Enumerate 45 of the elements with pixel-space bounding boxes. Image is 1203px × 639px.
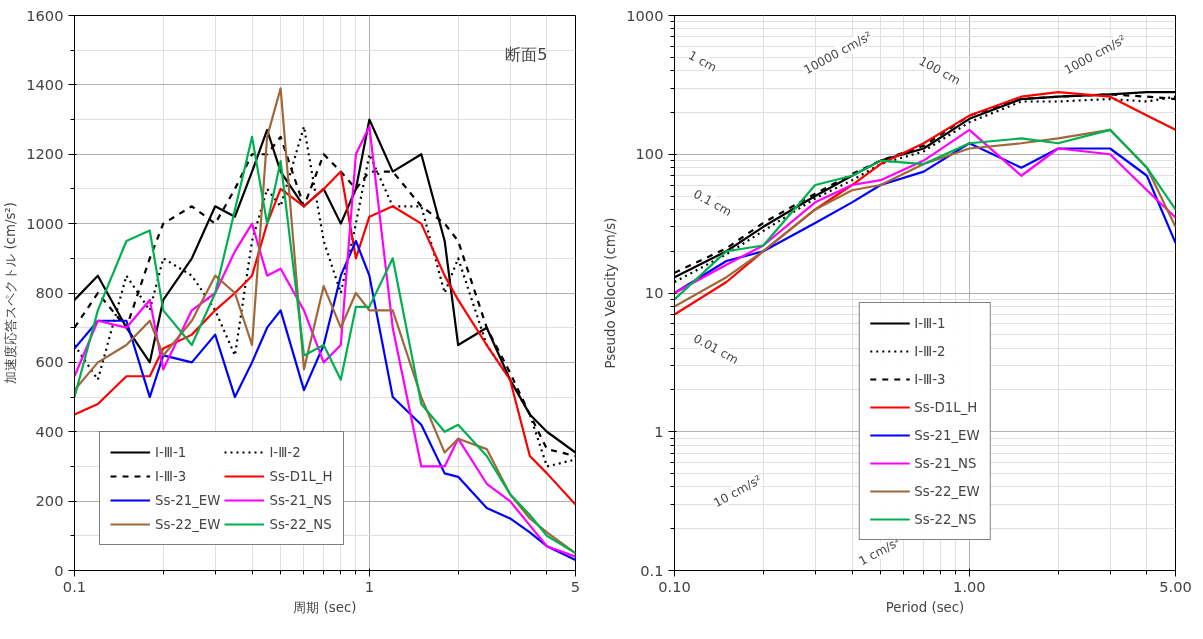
y-axis-title: Pseudo Velocity (cm/s): [603, 217, 619, 369]
legend-label: Ⅰ-Ⅲ-3: [155, 468, 187, 484]
legend-label: Ss-D1L_H: [269, 468, 333, 484]
y-tick-label: 1200: [26, 145, 64, 163]
y-tick-label: 1: [654, 422, 664, 440]
y-tick-label: 1000: [26, 214, 64, 232]
x-axis-title: 周期 (sec): [293, 599, 357, 615]
y-tick-label: 1600: [26, 6, 64, 24]
y-tick-label: 600: [35, 353, 64, 371]
x-tick-label: 1: [364, 577, 375, 595]
y-tick-label: 100: [635, 145, 664, 163]
x-axis-title: Period (sec): [885, 599, 965, 615]
x-tick-label: 0.1: [62, 577, 87, 595]
legend-label: Ss-21_NS: [914, 455, 977, 471]
x-tick-label: 5.00: [1159, 577, 1192, 595]
y-tick-label: 400: [35, 422, 64, 440]
legend-label: Ss-22_EW: [914, 483, 980, 499]
legend-label: Ss-22_NS: [269, 516, 332, 532]
y-tick-label: 200: [35, 492, 64, 510]
legend-label: Ⅰ-Ⅲ-2: [269, 444, 301, 460]
legend-label: Ⅰ-Ⅲ-1: [914, 315, 946, 331]
y-tick-label: 1400: [26, 75, 64, 93]
x-tick-label: 1.00: [953, 577, 986, 595]
annotation: 1 cm: [686, 48, 719, 75]
y-axis-title: 加速度応答スペクトル (cm/s²): [3, 202, 19, 384]
legend-label: Ⅰ-Ⅲ-3: [914, 371, 946, 387]
y-tick-label: 1000: [626, 6, 664, 24]
annotation: 100 cm: [916, 53, 963, 88]
y-tick-label: 800: [35, 284, 64, 301]
x-tick-label: 5: [570, 577, 581, 595]
y-tick-label: 0: [54, 561, 64, 579]
annotation: 0.01 cm: [691, 331, 741, 367]
legend-label: Ⅰ-Ⅲ-2: [914, 343, 946, 359]
legend-label: Ss-22_NS: [914, 511, 977, 527]
legend-label: Ⅰ-Ⅲ-1: [155, 444, 187, 460]
legend-label: Ss-21_EW: [155, 492, 221, 508]
legend-label: Ss-21_EW: [914, 427, 980, 443]
legend-label: Ss-22_EW: [155, 516, 221, 532]
legend-label: Ss-21_NS: [269, 492, 332, 508]
y-tick-label: 10: [644, 284, 664, 301]
y-tick-label: 0.1: [640, 561, 664, 579]
x-tick-label: 0.10: [658, 577, 691, 595]
legend-label: Ss-D1L_H: [914, 399, 978, 415]
annotation: 断面5: [505, 44, 548, 64]
annotation: 0.1 cm: [691, 186, 735, 219]
